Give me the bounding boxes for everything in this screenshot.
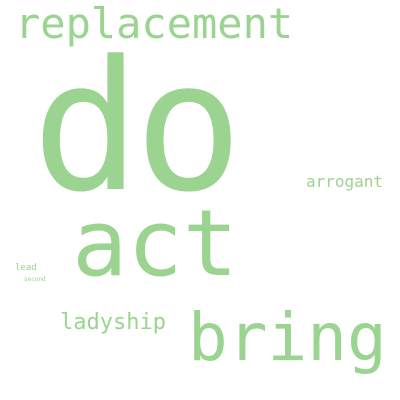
word-lead: lead (15, 263, 37, 273)
word-do: do (32, 23, 243, 232)
word-replacement: replacement (15, 0, 294, 48)
word-bring: bring (188, 299, 387, 376)
word-second: second (24, 276, 46, 283)
word-ladyship: ladyship (60, 310, 166, 335)
word-act: act (72, 190, 239, 297)
word-arrogant: arrogant (306, 172, 384, 191)
